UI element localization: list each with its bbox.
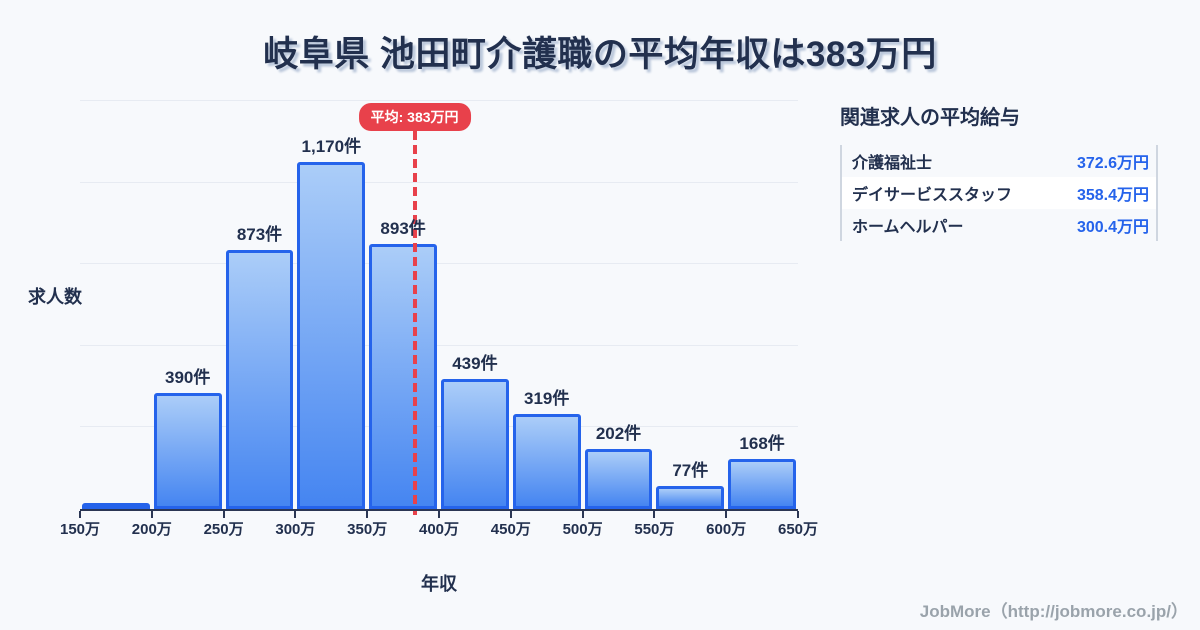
- job-title-label: デイサービススタッフ: [852, 187, 1013, 204]
- x-tick-label: 300万: [275, 521, 316, 538]
- x-tick-label: 400万: [418, 521, 460, 538]
- axis-tick-mark: [725, 511, 728, 518]
- x-tick-label: 350万: [347, 521, 388, 538]
- x-tick-label: 500万: [562, 521, 603, 538]
- plot-area: 390件 873件 1,170件 893件 439件 319件 202件 77件 168件 平均:…: [79, 100, 799, 518]
- axis-tick-mark: [653, 511, 656, 518]
- related-jobs-table: 介護福祉士 372.6万円デイサービススタッフ 358.4万円ホームヘルパー 300.…: [840, 145, 1158, 241]
- x-tick-label: 650万: [777, 521, 819, 538]
- job-salary-value: 358.4万円: [1076, 187, 1149, 204]
- histogram-bar: [153, 393, 222, 509]
- bar-value-label: 77件: [672, 461, 709, 481]
- axis-tick-mark: [222, 511, 225, 518]
- table-row: ホームヘルパー 300.4万円: [842, 209, 1156, 241]
- bar-value-label: 319件: [524, 389, 570, 409]
- bar-value-label: 873件: [236, 224, 283, 244]
- x-tick-label: 450万: [490, 521, 531, 538]
- footer-credit: JobMore（http://jobmore.co.jp/）: [919, 602, 1188, 621]
- axis-tick-mark: [438, 511, 440, 518]
- histogram-bar: [512, 414, 581, 509]
- average-line: [412, 131, 417, 515]
- bar-value-label: 390件: [165, 368, 211, 388]
- related-jobs-heading: 関連求人の平均給与: [840, 107, 1020, 129]
- x-axis-tick-labels: 150万 200万 250万 300万 350万 400万 450万 500万 550万 600万…: [60, 518, 818, 542]
- bar-value-label: 1,170件: [301, 136, 362, 156]
- grid-line: [80, 426, 798, 428]
- x-tick-label: 250万: [203, 521, 244, 538]
- bar-value-label: 168件: [739, 434, 785, 454]
- axis-tick-mark: [797, 511, 799, 518]
- y-axis-label: 求人数: [28, 287, 82, 307]
- x-tick-label: 200万: [131, 521, 172, 538]
- histogram-bar: [728, 459, 796, 509]
- job-title-label: 介護福祉士: [852, 155, 933, 172]
- average-badge: 平均: 383万円: [358, 103, 471, 131]
- grid-line: [80, 344, 798, 346]
- histogram-bar: [441, 378, 509, 509]
- grid-line: [80, 100, 798, 101]
- histogram-bar: [369, 244, 437, 509]
- x-tick-label: 600万: [706, 521, 747, 538]
- axis-tick-mark: [366, 511, 369, 518]
- job-salary-value: 372.6万円: [1076, 155, 1149, 172]
- grid-line: [80, 263, 798, 265]
- histogram-bar: [584, 449, 653, 509]
- grid-line: [80, 181, 798, 183]
- job-salary-value: 300.4万円: [1076, 219, 1149, 236]
- axis-tick-mark: [79, 511, 81, 518]
- axis-tick-mark: [150, 511, 153, 518]
- x-axis: [80, 509, 798, 511]
- x-tick-label: 150万: [59, 521, 101, 538]
- x-tick-label: 550万: [634, 521, 675, 538]
- histogram-bar: [82, 503, 150, 509]
- job-title-label: ホームヘルパー: [852, 219, 964, 236]
- bar-value-label: 439件: [452, 353, 498, 373]
- page-title: 岐阜県 池田町介護職の平均年収は383万円: [263, 35, 937, 74]
- bar-value-label: 202件: [595, 424, 642, 444]
- axis-tick-mark: [581, 511, 584, 518]
- x-axis-label: 年収: [421, 574, 457, 594]
- table-row: デイサービススタッフ 358.4万円: [842, 177, 1156, 209]
- table-row: 介護福祉士 372.6万円: [842, 145, 1156, 177]
- histogram-bar: [225, 249, 294, 509]
- histogram-bar: [656, 486, 725, 509]
- histogram-bar: [297, 161, 366, 509]
- axis-tick-mark: [294, 511, 297, 518]
- bar-value-label: 893件: [380, 219, 426, 239]
- axis-tick-mark: [509, 511, 512, 518]
